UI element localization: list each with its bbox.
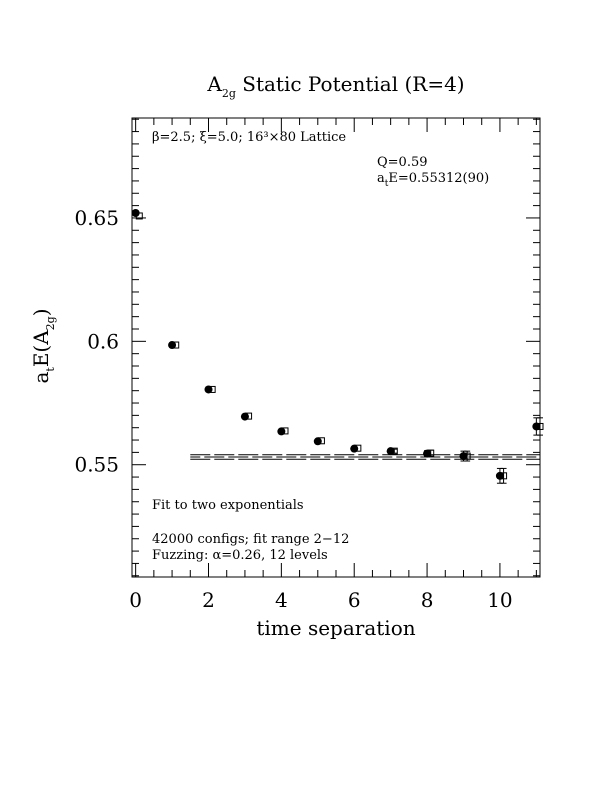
data-point-filled [168,341,177,350]
major-ticks [132,118,540,577]
data-point-open [317,437,325,445]
configs-annotation: 42000 configs; fit range 2−12 [152,532,349,547]
data-point-open [427,449,435,457]
fit-description: Fit to two exponentials [152,498,304,513]
chart-title: A2g Static Potential (R=4) [206,72,464,100]
data-point-open [390,447,398,455]
y-tick-label: 0.65 [74,206,119,230]
data-series [131,209,544,484]
data-point-open [463,452,471,460]
lattice-annotation: β=2.5; ξ=5.0; 16³×80 Lattice [152,130,346,145]
y-axis-label: atE(A2g) [29,308,57,383]
data-point-filled [350,444,359,453]
x-tick-label: 2 [202,588,215,612]
fuzzing-annotation: Fuzzing: α=0.26, 12 levels [152,548,328,563]
data-point-open [245,412,253,420]
data-point-filled [532,422,541,431]
data-point-filled [240,412,249,421]
x-tick-label: 4 [275,588,288,612]
data-point-open [172,341,180,349]
data-point-filled [131,209,140,218]
x-axis-label: time separation [256,616,415,640]
data-point-open [500,472,508,480]
data-point-filled [277,427,286,436]
data-point-open [135,212,143,220]
y-tick-label: 0.6 [87,329,119,353]
tick-labels: 0 2 4 6 8 10 0.55 0.6 0.65 [74,206,512,612]
x-tick-label: 0 [129,588,142,612]
data-point-open [208,385,216,393]
y-tick-label: 0.55 [74,453,119,477]
x-tick-label: 10 [487,588,512,612]
data-point-filled [313,437,322,446]
data-point-open [281,427,289,435]
x-tick-label: 8 [421,588,434,612]
q-annotation: Q=0.59 [377,155,428,170]
data-point-filled [495,471,504,480]
data-point-open [536,422,544,430]
fit-band [190,454,540,460]
energy-annotation: atE=0.55312(90) [377,171,489,189]
data-point-open [354,444,362,452]
data-point-filled [459,452,468,461]
data-point-filled [204,385,213,394]
x-tick-label: 6 [348,588,361,612]
